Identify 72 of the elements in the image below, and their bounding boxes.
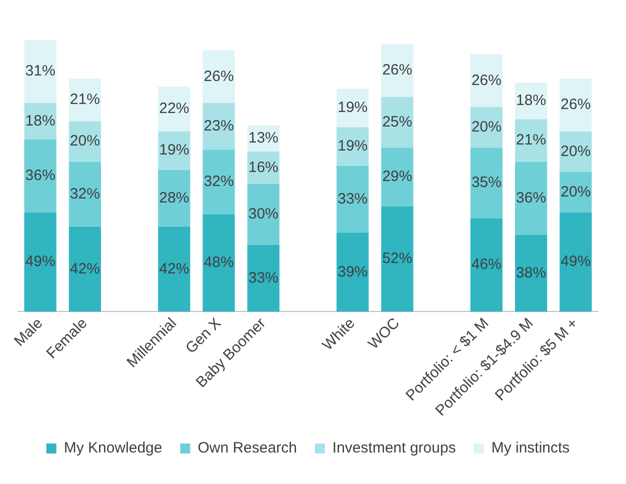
bar xyxy=(515,119,548,162)
bar xyxy=(202,150,235,214)
bar xyxy=(336,232,369,312)
data-label: 36% xyxy=(25,167,56,184)
bar xyxy=(68,226,101,312)
data-label: 19% xyxy=(338,138,368,155)
bar xyxy=(470,54,503,108)
bar xyxy=(336,166,369,233)
data-label: 20% xyxy=(471,118,502,136)
data-label: 28% xyxy=(159,189,190,206)
data-label: 20% xyxy=(560,183,591,200)
data-label: 23% xyxy=(204,117,234,134)
bar xyxy=(560,78,592,132)
data-label: 21% xyxy=(70,91,100,108)
bar xyxy=(470,148,503,218)
data-label: 39% xyxy=(338,263,368,280)
data-label: 26% xyxy=(471,72,502,89)
data-label: 48% xyxy=(204,254,234,272)
data-label: 32% xyxy=(204,173,234,190)
data-label: 21% xyxy=(516,132,546,149)
bar xyxy=(247,244,280,312)
bar xyxy=(470,218,503,312)
data-label: 16% xyxy=(248,158,278,176)
data-label: 26% xyxy=(382,62,412,79)
bar xyxy=(24,212,56,312)
bar xyxy=(158,226,190,312)
bar xyxy=(202,50,235,103)
data-label: 49% xyxy=(560,253,591,270)
data-label: 46% xyxy=(471,256,502,274)
data-label: 22% xyxy=(159,100,190,118)
bar xyxy=(24,139,56,212)
data-label: 19% xyxy=(338,99,368,116)
data-label: 18% xyxy=(516,92,546,110)
data-label: 26% xyxy=(204,68,234,85)
data-label: 52% xyxy=(382,250,412,268)
data-label: 29% xyxy=(382,168,412,186)
bar xyxy=(560,212,592,312)
data-label: 20% xyxy=(70,132,100,150)
data-label: 35% xyxy=(471,174,502,192)
bar xyxy=(202,102,235,150)
bar xyxy=(202,214,235,312)
data-label: 20% xyxy=(560,142,591,160)
bar xyxy=(381,96,414,148)
bar xyxy=(515,234,548,312)
data-label: 30% xyxy=(248,206,278,223)
data-label: 31% xyxy=(25,62,56,80)
bar xyxy=(381,148,414,206)
data-label: 42% xyxy=(70,260,100,278)
legend-label: My instincts xyxy=(491,440,570,457)
bar xyxy=(68,78,101,122)
data-label: 32% xyxy=(70,185,100,202)
data-label: 49% xyxy=(25,253,56,270)
bar xyxy=(24,40,56,103)
bar xyxy=(247,184,280,245)
data-label: 18% xyxy=(25,112,56,130)
bar xyxy=(515,162,548,235)
bar xyxy=(158,170,190,227)
data-label: 33% xyxy=(338,190,368,208)
data-label: 19% xyxy=(159,142,190,159)
data-label: 38% xyxy=(516,264,546,282)
data-label: 33% xyxy=(248,269,278,286)
legend-label: Investment groups xyxy=(332,440,456,457)
data-label: 42% xyxy=(159,260,190,278)
data-label: 13% xyxy=(248,130,278,147)
legend-label: Own Research xyxy=(198,440,297,457)
data-label: 25% xyxy=(382,113,412,130)
legend-label: My Knowledge xyxy=(64,440,162,457)
data-label: 36% xyxy=(516,189,546,206)
bar xyxy=(68,162,101,227)
bar xyxy=(381,206,414,312)
data-label: 26% xyxy=(560,96,591,114)
bar xyxy=(381,44,414,97)
